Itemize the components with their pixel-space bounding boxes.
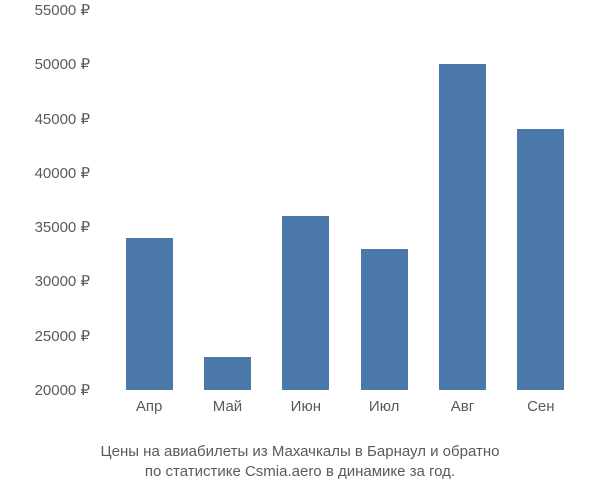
bar xyxy=(126,238,173,390)
x-tick: Авг xyxy=(423,398,501,415)
x-tick: Апр xyxy=(110,398,188,415)
plot-area xyxy=(110,10,580,390)
y-tick: 50000 ₽ xyxy=(35,55,90,73)
bars-group xyxy=(110,10,580,390)
bar-slot xyxy=(423,10,501,390)
x-tick: Май xyxy=(188,398,266,415)
x-tick: Июл xyxy=(345,398,423,415)
y-tick: 55000 ₽ xyxy=(35,1,90,19)
bar xyxy=(517,129,564,390)
caption-line-1: Цены на авиабилеты из Махачкалы в Барнау… xyxy=(101,443,500,460)
bar xyxy=(361,249,408,390)
bar-slot xyxy=(188,10,266,390)
x-tick: Сен xyxy=(502,398,580,415)
price-chart: 20000 ₽ 25000 ₽ 30000 ₽ 35000 ₽ 40000 ₽ 45000… xyxy=(20,10,580,430)
y-tick: 35000 ₽ xyxy=(35,218,90,236)
bar-slot xyxy=(267,10,345,390)
y-tick: 20000 ₽ xyxy=(35,381,90,399)
y-tick: 25000 ₽ xyxy=(35,327,90,345)
x-tick: Июн xyxy=(267,398,345,415)
chart-caption: Цены на авиабилеты из Махачкалы в Барнау… xyxy=(0,442,600,483)
bar xyxy=(439,64,486,390)
bar-slot xyxy=(110,10,188,390)
y-tick: 40000 ₽ xyxy=(35,164,90,182)
y-tick: 45000 ₽ xyxy=(35,110,90,128)
bar xyxy=(204,357,251,390)
y-axis: 20000 ₽25000 ₽30000 ₽35000 ₽40000 ₽45000… xyxy=(20,10,100,390)
caption-line-2: по статистике Csmia.aero в динамике за г… xyxy=(145,463,455,480)
bar-slot xyxy=(502,10,580,390)
bar-slot xyxy=(345,10,423,390)
y-tick: 30000 ₽ xyxy=(35,272,90,290)
bar xyxy=(282,216,329,390)
x-axis: АпрМайИюнИюлАвгСен xyxy=(110,398,580,415)
